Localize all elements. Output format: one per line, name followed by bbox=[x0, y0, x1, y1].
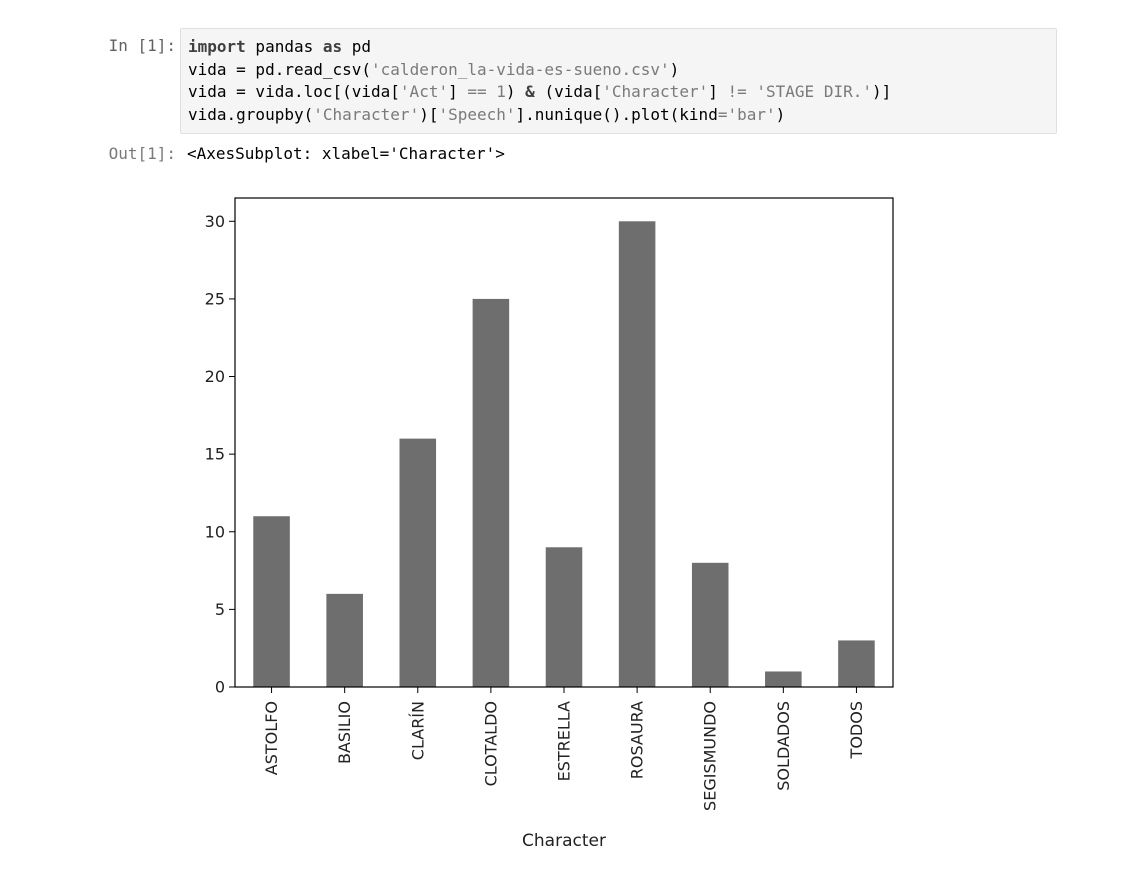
y-tick-label: 25 bbox=[205, 289, 225, 308]
bar-astolfo bbox=[253, 516, 290, 687]
y-tick-label: 5 bbox=[215, 600, 225, 619]
bar-todos bbox=[838, 640, 875, 687]
x-tick-label: BASILIO bbox=[335, 701, 354, 764]
y-tick-label: 30 bbox=[205, 212, 225, 231]
code-line: vida = pd.read_csv('calderon_la-vida-es-… bbox=[188, 59, 680, 79]
code-line: import pandas as pd bbox=[188, 37, 372, 56]
code-line: vida.groupby('Character')['Speech'].nuni… bbox=[188, 104, 786, 124]
output-text: <AxesSubplot: xlabel='Character'> bbox=[187, 144, 505, 163]
output-prompt: Out[1]: bbox=[108, 144, 176, 163]
x-tick-label: ROSAURA bbox=[628, 701, 647, 779]
code-cell[interactable]: import pandas as pd vida = pd.read_csv('c… bbox=[180, 28, 1057, 134]
y-tick-label: 0 bbox=[215, 678, 225, 697]
x-tick-label: ASTOLFO bbox=[262, 701, 281, 775]
code-editor[interactable]: import pandas as pd vida = pd.read_csv('c… bbox=[188, 36, 891, 126]
input-prompt: In [1]: bbox=[108, 36, 176, 55]
bar-clarín bbox=[399, 438, 437, 687]
bar-segismundo bbox=[691, 562, 729, 687]
code-line: vida = vida.loc[(vida['Act'] == 1) & (vi… bbox=[188, 82, 892, 101]
bar-clotaldo bbox=[472, 298, 510, 687]
y-tick-label: 15 bbox=[205, 445, 225, 464]
bar-estrella bbox=[545, 547, 583, 687]
y-tick-label: 20 bbox=[205, 367, 225, 386]
x-tick-label: SOLDADOS bbox=[774, 701, 793, 791]
x-tick-label: CLARÍN bbox=[408, 701, 427, 760]
bar-basilio bbox=[326, 593, 363, 687]
y-tick-label: 10 bbox=[205, 522, 225, 541]
x-axis-label: Character bbox=[522, 831, 606, 851]
bar-rosaura bbox=[618, 221, 656, 688]
x-tick-label: TODOS bbox=[847, 701, 866, 759]
x-tick-label: ESTRELLA bbox=[555, 701, 574, 781]
axes-frame bbox=[234, 197, 894, 688]
x-tick-label: CLOTALDO bbox=[481, 701, 500, 786]
bar-soldados bbox=[765, 671, 802, 687]
x-tick-label: SEGISMUNDO bbox=[701, 701, 720, 811]
